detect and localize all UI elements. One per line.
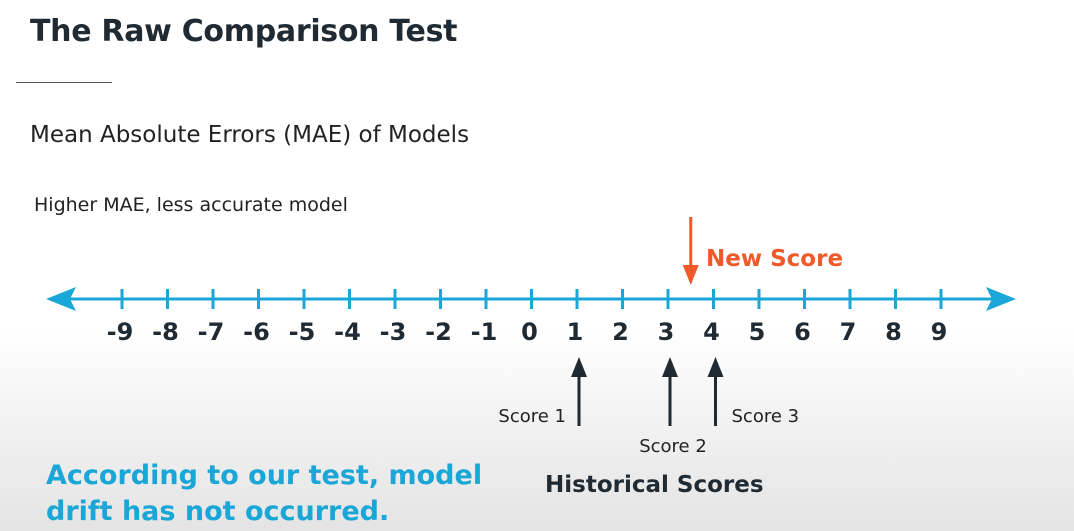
- historical-score-label: Score 1: [498, 406, 566, 427]
- tick-label: 8: [885, 318, 902, 346]
- historical-score-arrow-icon: [571, 357, 587, 377]
- historical-score-label: Score 3: [732, 406, 800, 427]
- tick-label: 0: [521, 318, 538, 346]
- slide-title: The Raw Comparison Test: [30, 14, 458, 49]
- tick-label: 2: [612, 318, 629, 346]
- conclusion-text: According to our test, model drift has n…: [46, 460, 483, 527]
- historical-scores-label: Historical Scores: [545, 472, 764, 498]
- mae-note: Higher MAE, less accurate model: [34, 194, 348, 216]
- tick-label: 5: [749, 318, 766, 346]
- tick-label: -5: [289, 318, 316, 346]
- new-score-label: New Score: [706, 246, 843, 272]
- historical-score-arrow-icon: [662, 357, 678, 377]
- historical-score-arrow-icon: [707, 357, 724, 377]
- tick-label: 4: [703, 318, 720, 346]
- tick-label: -7: [198, 318, 225, 346]
- historical-score-label: Score 2: [639, 436, 707, 457]
- tick-label: 3: [658, 318, 675, 346]
- tick-label: 6: [794, 318, 811, 346]
- title-divider: [16, 82, 112, 83]
- tick-label: -2: [425, 318, 452, 346]
- historical-score-markers: Score 1 Score 2 Score 3: [498, 357, 799, 457]
- tick-label: 7: [840, 318, 857, 346]
- tick-label: -6: [243, 318, 270, 346]
- tick-label: 9: [931, 318, 948, 346]
- tick-label: -9: [107, 318, 134, 346]
- tick-label: -1: [471, 318, 498, 346]
- tick-label: -3: [380, 318, 407, 346]
- tick-labels: -9 -8 -7 -6 -5 -4 -3 -2 -1 0 1 2 3 4 5 6 7 8 9: [107, 318, 948, 346]
- tick-label: -8: [152, 318, 179, 346]
- tick-marks: [120, 289, 943, 309]
- tick-label: 1: [567, 318, 584, 346]
- slide-subtitle: Mean Absolute Errors (MAE) of Models: [30, 122, 470, 148]
- axis-left-arrow-icon: [46, 287, 76, 311]
- new-score-arrow-icon: [682, 265, 699, 285]
- axis-right-arrow-icon: [986, 287, 1016, 311]
- new-score-marker: New Score: [682, 217, 843, 285]
- tick-label: -4: [334, 318, 361, 346]
